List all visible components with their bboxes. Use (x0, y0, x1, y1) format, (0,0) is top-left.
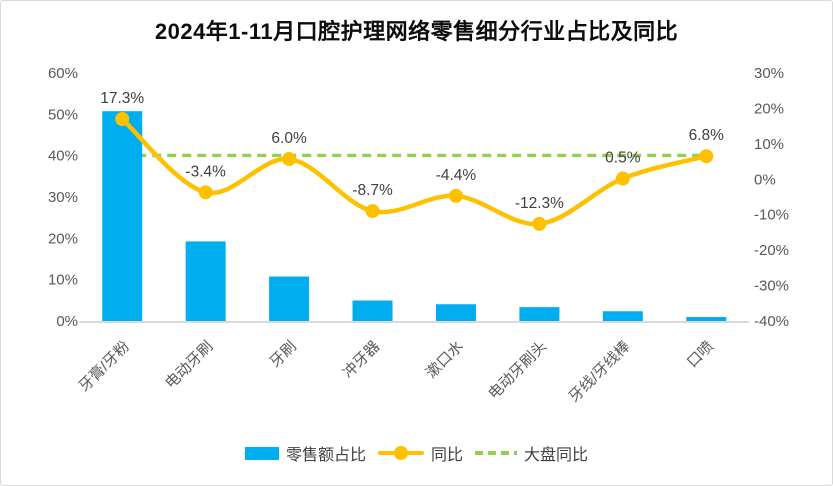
y-axis-left-tick: 10% (48, 272, 78, 289)
bar-1 (185, 241, 226, 322)
yoy-data-label: -4.4% (436, 167, 477, 184)
y-axis-left-tick: 0% (56, 313, 78, 330)
category-label-2: 牙刷 (267, 338, 300, 371)
legend-label-yoy: 同比 (430, 447, 463, 464)
bar-6 (602, 311, 643, 322)
category-label-6: 牙线/牙线棒 (566, 338, 634, 406)
y-axis-right-tick: 0% (754, 171, 776, 188)
chart-legend: 零售额占比 同比 大盘同比 (1, 441, 832, 465)
y-axis-right-tick: 30% (754, 65, 784, 82)
bar-3 (352, 300, 393, 322)
y-axis-left-tick: 40% (48, 148, 78, 165)
y-axis-left-tick: 20% (48, 230, 78, 247)
yoy-data-label: -8.7% (352, 182, 393, 199)
bar-swatch-icon (244, 446, 279, 460)
bar-4 (435, 304, 476, 322)
yoy-data-label: 17.3% (100, 90, 144, 107)
bar-7 (686, 317, 727, 322)
bar-0 (102, 111, 143, 322)
legend-item-retail-share: 零售额占比 (244, 441, 366, 465)
yoy-data-label: 6.0% (271, 130, 307, 147)
category-label-7: 口喷 (684, 338, 717, 371)
y-axis-right-tick: -20% (754, 242, 789, 259)
category-label-3: 冲牙器 (340, 338, 384, 382)
yoy-point-3 (365, 204, 380, 219)
line-swatch-icon (377, 446, 424, 460)
y-axis-left-tick: 60% (48, 65, 78, 82)
category-label-5: 电动牙刷头 (485, 338, 550, 403)
y-axis-left-tick: 30% (48, 189, 78, 206)
yoy-point-2 (282, 152, 297, 167)
legend-label-retail-share: 零售额占比 (285, 447, 366, 464)
category-label-1: 电动牙刷 (162, 338, 216, 392)
yoy-data-label: -12.3% (515, 195, 564, 212)
yoy-data-label: 6.8% (689, 127, 725, 144)
y-axis-right-tick: -40% (754, 313, 789, 330)
y-axis-left-tick: 50% (48, 106, 78, 123)
y-axis-right-tick: -30% (754, 278, 789, 295)
yoy-data-label: 0.5% (605, 150, 641, 167)
y-axis-right-tick: -10% (754, 207, 789, 224)
legend-item-yoy: 同比 (377, 441, 463, 465)
bar-5 (519, 307, 560, 322)
category-label-0: 牙膏/牙粉 (76, 338, 133, 395)
y-axis-right-tick: 10% (754, 136, 784, 153)
y-axis-right-tick: 20% (754, 100, 784, 117)
yoy-point-7 (699, 149, 714, 164)
category-label-4: 漱口水 (423, 338, 467, 382)
yoy-point-0 (115, 111, 130, 126)
chart-title: 2024年1-11月口腔护理网络零售细分行业占比及同比 (154, 19, 679, 44)
yoy-data-label: -3.4% (185, 163, 226, 180)
bar-2 (269, 276, 310, 322)
yoy-point-5 (532, 216, 547, 231)
legend-item-market-yoy: 大盘同比 (475, 441, 588, 465)
dashed-line-swatch-icon (475, 451, 517, 455)
combo-chart-canvas: 0% 10% 20% 30% 40% 50% 60% -40% -30% -20% -10% 0% 10… (48, 65, 789, 406)
legend-label-market-yoy: 大盘同比 (524, 447, 589, 464)
yoy-point-6 (615, 171, 630, 186)
yoy-point-4 (448, 188, 463, 203)
yoy-point-1 (198, 185, 213, 200)
